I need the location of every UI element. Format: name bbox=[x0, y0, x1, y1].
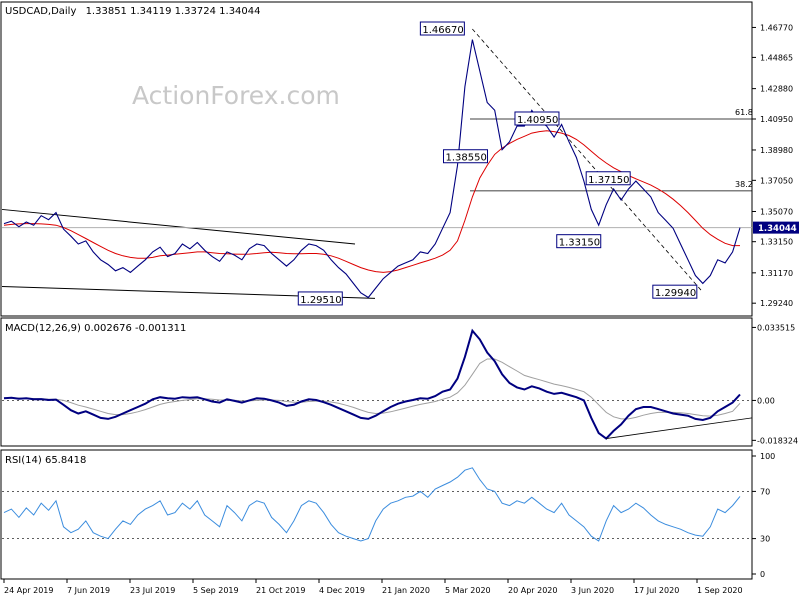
x-axis-tick-label: 5 Mar 2020 bbox=[445, 586, 491, 595]
macd-axis-tick-label: 0.033515 bbox=[757, 323, 795, 332]
level-annotation-box bbox=[297, 291, 343, 306]
x-axis-tick-label: 24 Apr 2019 bbox=[4, 586, 53, 595]
rsi-axis-tick-label: 100 bbox=[760, 452, 775, 461]
moving-average-line bbox=[3, 130, 740, 273]
price-panel-title: USDCAD,Daily 1.33851 1.34119 1.33724 1.3… bbox=[5, 6, 261, 17]
price-axis-tick-label: 1.42880 bbox=[760, 85, 793, 94]
price-axis-tick-label: 1.44865 bbox=[760, 53, 793, 62]
x-axis-tick-label: 4 Dec 2019 bbox=[319, 586, 365, 595]
x-axis-tick-label: 23 Jul 2019 bbox=[130, 586, 175, 595]
level-annotation-label: 1.29510 bbox=[300, 295, 341, 306]
level-annotation-label: 1.40950 bbox=[517, 115, 558, 126]
down-trendline bbox=[472, 28, 704, 293]
level-annotation-label: 1.37150 bbox=[588, 175, 629, 186]
price-axis-tick-label: 1.33150 bbox=[760, 238, 793, 247]
rsi-panel-title: RSI(14) 65.8418 bbox=[5, 455, 86, 466]
macd-plot-area bbox=[2, 328, 753, 440]
rsi-axis-tick-label: 70 bbox=[760, 487, 770, 496]
price-axis-tick-label: 1.29240 bbox=[760, 299, 793, 308]
level-annotation-box bbox=[585, 171, 631, 186]
rsi-line bbox=[3, 467, 741, 542]
level-annotation-box bbox=[514, 111, 560, 126]
macd-axis-tick-label: 0.00 bbox=[757, 396, 775, 405]
level-annotation-label: 1.46670 bbox=[422, 25, 463, 36]
rsi-panel-frame bbox=[0, 449, 753, 580]
level-annotation-label: 1.38550 bbox=[445, 153, 486, 164]
axis-labels: 1.46770 1.44865 1.42880 1.40950 1.38980 1.370… bbox=[3, 23, 799, 595]
rsi-plot-area bbox=[2, 467, 752, 542]
rsi-axis-tick-label: 0 bbox=[760, 570, 765, 579]
x-axis-tick-label: 5 Sep 2019 bbox=[193, 586, 239, 595]
x-axis-tick-label: 3 Jun 2020 bbox=[571, 586, 614, 595]
price-axis-tick-label: 1.35070 bbox=[760, 207, 793, 216]
macd-axis-tick-label: -0.018324 bbox=[757, 436, 798, 445]
x-axis-tick-label: 17 Jul 2020 bbox=[634, 586, 679, 595]
level-annotation-box bbox=[419, 21, 465, 36]
level-annotation-box bbox=[556, 234, 602, 249]
fib-level-label: 61.8 bbox=[735, 108, 753, 117]
x-axis-tick-label: 21 Oct 2019 bbox=[256, 586, 305, 595]
price-axis-tick-label: 1.37050 bbox=[760, 176, 793, 185]
ohlc-label: 1.33851 1.34119 1.33724 1.34044 bbox=[86, 6, 261, 17]
level-annotation-box bbox=[652, 284, 698, 299]
macd-line bbox=[3, 328, 741, 440]
price-axis-tick-label: 1.40950 bbox=[760, 115, 793, 124]
price-line bbox=[3, 39, 741, 299]
price-plot-area: 61.8 38.2 1.46670 1.40950 1.38550 1.37150 1.33… bbox=[1, 21, 753, 306]
price-axis-tick-label: 1.38980 bbox=[760, 146, 793, 155]
rsi-axis-tick-label: 30 bbox=[760, 535, 770, 544]
macd-panel-title: MACD(12,26,9) 0.002676 -0.001311 bbox=[5, 323, 186, 334]
level-annotation-label: 1.33150 bbox=[559, 238, 600, 249]
price-axis-tick-label: 1.46770 bbox=[760, 23, 793, 32]
price-panel-frame bbox=[0, 1, 753, 317]
price-axis-tick-label: 1.31170 bbox=[760, 269, 793, 278]
x-axis-tick-label: 20 Apr 2020 bbox=[508, 586, 557, 595]
current-price-tag-label: 1.34044 bbox=[758, 224, 797, 234]
macd-panel-frame bbox=[0, 317, 753, 447]
current-price-tag bbox=[753, 221, 799, 234]
upper-wedge-trendline bbox=[1, 208, 356, 245]
level-annotation-label: 1.29940 bbox=[655, 288, 696, 299]
x-axis-tick-label: 7 Jun 2019 bbox=[67, 586, 110, 595]
level-annotation-box bbox=[442, 149, 488, 164]
x-axis-tick-label: 21 Jan 2020 bbox=[382, 586, 430, 595]
x-axis-tick-label: 1 Sep 2020 bbox=[697, 586, 743, 595]
macd-trendline bbox=[606, 417, 753, 439]
symbol-label: USDCAD,Daily bbox=[5, 6, 76, 17]
fib-level-label: 38.2 bbox=[735, 180, 753, 189]
watermark: ActionForex.com bbox=[132, 81, 340, 110]
macd-signal-line bbox=[3, 358, 741, 420]
